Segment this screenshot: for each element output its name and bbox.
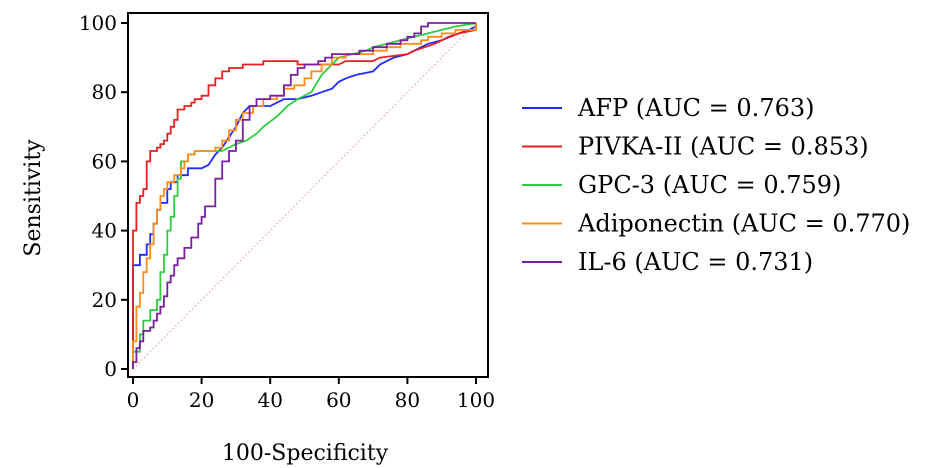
- x-tick-label: 20: [189, 388, 214, 412]
- y-tick-label: 20: [92, 288, 117, 312]
- x-axis-title: 100-Specificity: [222, 441, 389, 466]
- y-tick-label: 80: [92, 80, 117, 104]
- x-tick-label: 60: [326, 388, 351, 412]
- x-tick-label: 100: [457, 388, 495, 412]
- x-tick-label: 40: [257, 388, 282, 412]
- series-line-4: [132, 23, 477, 369]
- x-tick-label: 0: [127, 388, 140, 412]
- legend-label-5: IL-6 (AUC = 0.731): [578, 248, 813, 276]
- y-tick-label: 0: [104, 357, 117, 381]
- legend-label-3: GPC-3 (AUC = 0.759): [578, 171, 841, 199]
- legend: AFP (AUC = 0.763) PIVKA-II (AUC = 0.853) G…: [522, 94, 910, 276]
- series-line-5: [132, 22, 476, 369]
- axis-ticks: 0 20 40 60 80 100 0 20 40 60 80 100: [79, 11, 495, 412]
- plot-frame: [127, 12, 489, 378]
- legend-label-2: PIVKA-II (AUC = 0.853): [578, 133, 869, 161]
- series-line-2: [132, 23, 477, 369]
- y-axis-title: Sensitivity: [21, 139, 46, 257]
- legend-label-1: AFP (AUC = 0.763): [577, 94, 814, 122]
- reference-diagonal-line: [132, 22, 477, 370]
- x-tick-label: 80: [395, 388, 420, 412]
- y-tick-label: 40: [92, 219, 117, 243]
- series-lines: [132, 22, 477, 369]
- y-tick-label: 100: [79, 11, 117, 35]
- legend-label-4: Adiponectin (AUC = 0.770): [577, 210, 910, 238]
- y-tick-label: 60: [92, 149, 117, 173]
